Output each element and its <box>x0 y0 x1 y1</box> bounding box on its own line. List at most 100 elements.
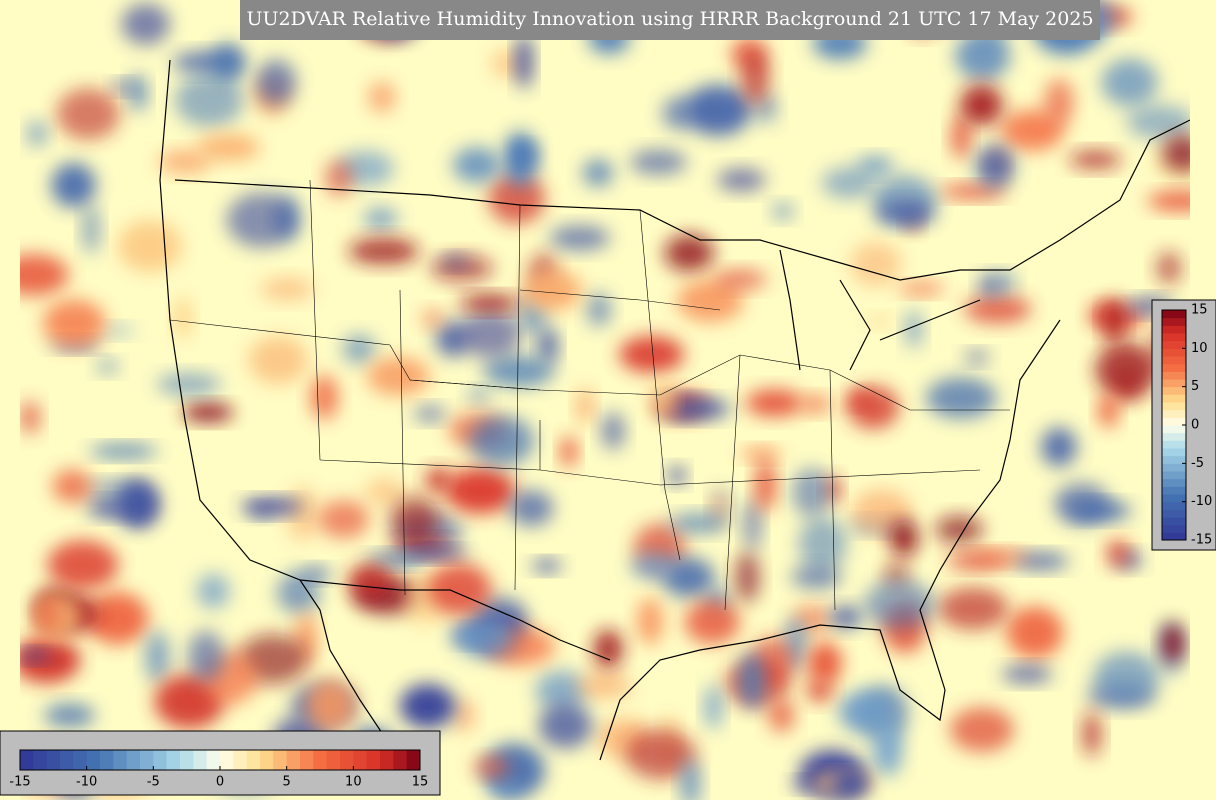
field-blob <box>939 184 1007 199</box>
field-blob <box>1082 711 1102 757</box>
field-blob <box>935 515 984 544</box>
field-blob <box>488 173 546 224</box>
field-blob <box>187 630 225 681</box>
tick-label: -10 <box>76 775 97 790</box>
colorbar-segment <box>73 750 88 770</box>
field-blob <box>514 144 537 164</box>
field-blob <box>158 150 212 174</box>
field-blob <box>310 374 339 420</box>
field-blob <box>938 587 1009 630</box>
colorbar-segment <box>1162 417 1186 426</box>
field-blob <box>1126 104 1190 140</box>
field-blob <box>1101 58 1158 107</box>
field-blob <box>348 563 393 600</box>
field-blob <box>829 605 863 629</box>
colorbar-segment <box>273 750 288 770</box>
field-blob <box>955 31 1011 81</box>
field-blob <box>156 373 222 396</box>
field-blob <box>1162 134 1190 172</box>
field-blob <box>174 296 192 340</box>
tick-label: 0 <box>216 775 224 790</box>
field-blob <box>664 234 715 272</box>
field-blob <box>1069 150 1122 169</box>
colorbar-segment <box>100 750 114 770</box>
field-blob <box>582 159 614 187</box>
field-blob <box>112 80 134 93</box>
field-blob <box>704 684 723 730</box>
field-blob <box>576 388 594 425</box>
southern-border <box>299 579 611 661</box>
colorbar-segment <box>1162 455 1186 464</box>
field-blob <box>467 388 491 404</box>
field-blob <box>1068 501 1132 520</box>
field-blob <box>798 517 847 571</box>
field-blob <box>1106 538 1131 568</box>
field-blob <box>790 565 842 589</box>
field-blob <box>482 355 555 388</box>
field-blob <box>226 192 297 248</box>
field-blob <box>1103 297 1126 346</box>
tick-label: 10 <box>1191 341 1208 356</box>
field-blob <box>300 566 332 581</box>
colorbar-segment <box>1162 386 1186 395</box>
tick-label: 0 <box>1191 418 1199 433</box>
field-blob <box>668 466 686 485</box>
colorbar-segment <box>1162 517 1186 526</box>
field-blob <box>260 277 314 301</box>
tick-label: 15 <box>412 775 429 790</box>
field-blob <box>368 81 396 113</box>
colorbar-segment <box>1162 471 1186 480</box>
field-blob <box>83 480 149 498</box>
field-blob <box>473 756 510 778</box>
colorbar-segment <box>1162 448 1186 457</box>
field-blob <box>619 336 685 373</box>
field-blob <box>925 377 997 419</box>
field-blob <box>832 769 869 799</box>
colorbar-segment <box>1162 371 1186 380</box>
field-blob <box>44 703 95 728</box>
field-blob <box>145 630 170 683</box>
field-blob <box>87 499 128 518</box>
field-blob <box>791 778 819 791</box>
field-blob <box>43 299 106 347</box>
colorbar-segment <box>1162 317 1186 326</box>
field-blob <box>875 201 936 226</box>
field-blob <box>661 96 696 130</box>
field-blob <box>734 551 760 603</box>
field-blob <box>240 498 303 515</box>
field-blob <box>20 649 51 662</box>
field-blob <box>807 642 842 685</box>
field-blob <box>452 698 476 733</box>
colorbar-segment <box>233 750 248 770</box>
colorbar-segment <box>1162 394 1186 403</box>
field-blob <box>117 220 182 272</box>
field-blob <box>743 497 762 552</box>
field-blob <box>741 50 770 104</box>
field-blob <box>441 254 469 269</box>
field-blob <box>739 652 765 709</box>
field-blob <box>1000 109 1064 151</box>
field-blob <box>838 690 892 733</box>
field-blob <box>96 359 119 374</box>
great-lakes <box>779 249 981 371</box>
colorbar-segment <box>1162 463 1186 472</box>
field-blob <box>676 279 744 322</box>
colorbar-segment <box>1162 478 1186 487</box>
tick-label: -10 <box>1191 494 1212 509</box>
colorbar-segment <box>300 750 314 770</box>
field-blob <box>86 592 149 645</box>
colorbar-segment <box>1162 379 1186 388</box>
field-blob <box>532 559 562 572</box>
field-blob <box>951 114 971 159</box>
colorbar-segment <box>33 750 48 770</box>
field-blob <box>850 241 902 287</box>
colorbar-segment <box>313 750 328 770</box>
field-blob <box>847 385 899 429</box>
field-blob <box>630 553 676 579</box>
field-blob <box>89 444 158 458</box>
colorbar-segment <box>326 750 341 770</box>
tick-label: 10 <box>345 775 362 790</box>
field-blob <box>469 415 535 466</box>
field-blob <box>904 309 923 349</box>
field-blob <box>427 563 492 616</box>
